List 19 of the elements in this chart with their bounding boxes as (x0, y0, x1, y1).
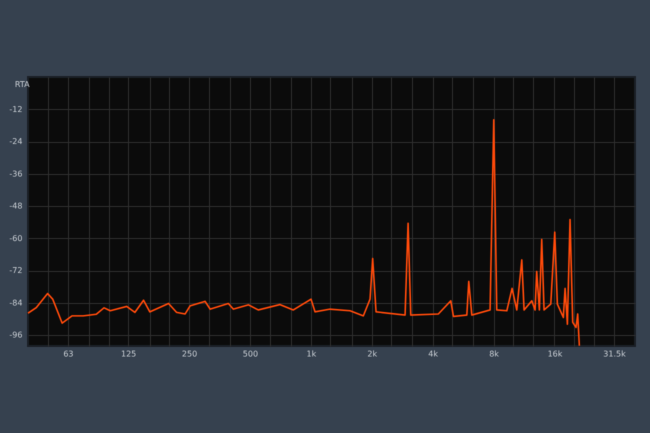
x-tick-label: 4k (428, 350, 438, 358)
x-tick-label: 125 (120, 350, 136, 358)
x-tick-label: 250 (182, 350, 198, 358)
y-tick-label: -60 (9, 234, 22, 243)
y-tick-label: -72 (9, 266, 22, 276)
x-tick-label: 8k (489, 350, 500, 358)
y-tick-label: -36 (9, 169, 22, 178)
x-tick-label: 500 (242, 350, 258, 358)
chart-title: RTA (14, 80, 30, 89)
y-tick-label: -12 (9, 104, 22, 114)
x-tick-label: 63 (63, 350, 74, 358)
x-tick-label: 1k (306, 350, 317, 358)
y-tick-label: -48 (9, 202, 22, 211)
x-tick-label: 16k (548, 350, 563, 358)
y-tick-label: -96 (9, 330, 22, 340)
x-tick-label: 2k (367, 350, 378, 358)
y-tick-label: -24 (9, 137, 22, 146)
x-tick-label: 31.5k (603, 350, 626, 358)
y-tick-label: -84 (9, 298, 22, 308)
